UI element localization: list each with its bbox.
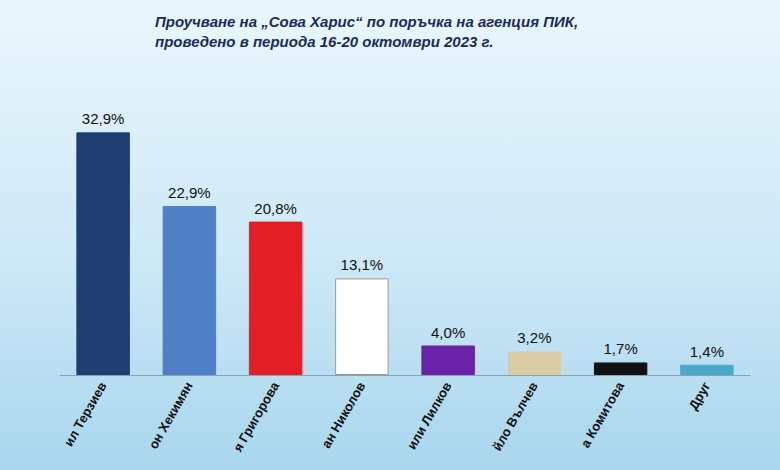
svg-text:20,8%: 20,8% [254, 200, 297, 217]
svg-text:он Хекимян: он Хекимян [145, 379, 195, 451]
svg-text:1,4%: 1,4% [690, 343, 724, 360]
svg-text:3,2%: 3,2% [517, 329, 551, 346]
svg-text:32,9%: 32,9% [82, 110, 125, 127]
svg-text:а Комитова: а Комитова [577, 379, 627, 451]
svg-text:ил Терзиев: ил Терзиев [61, 379, 110, 449]
svg-text:или Лилков: или Лилков [404, 379, 455, 452]
svg-text:Проучване на „Сова Харис“ по п: Проучване на „Сова Харис“ по поръчка на … [155, 13, 578, 30]
svg-text:проведено в периода 16-20 окто: проведено в периода 16-20 октомври 2023 … [155, 33, 493, 50]
svg-text:Друг: Друг [686, 379, 714, 413]
svg-text:1,7%: 1,7% [604, 340, 638, 357]
svg-text:13,1%: 13,1% [341, 256, 384, 273]
svg-text:йло Вълчев: йло Вълчев [489, 379, 541, 453]
svg-text:4,0%: 4,0% [431, 324, 465, 341]
svg-text:ан Николов: ан Николов [318, 379, 368, 451]
svg-text:я Григорова: я Григорова [230, 379, 282, 455]
svg-text:22,9%: 22,9% [168, 184, 211, 201]
